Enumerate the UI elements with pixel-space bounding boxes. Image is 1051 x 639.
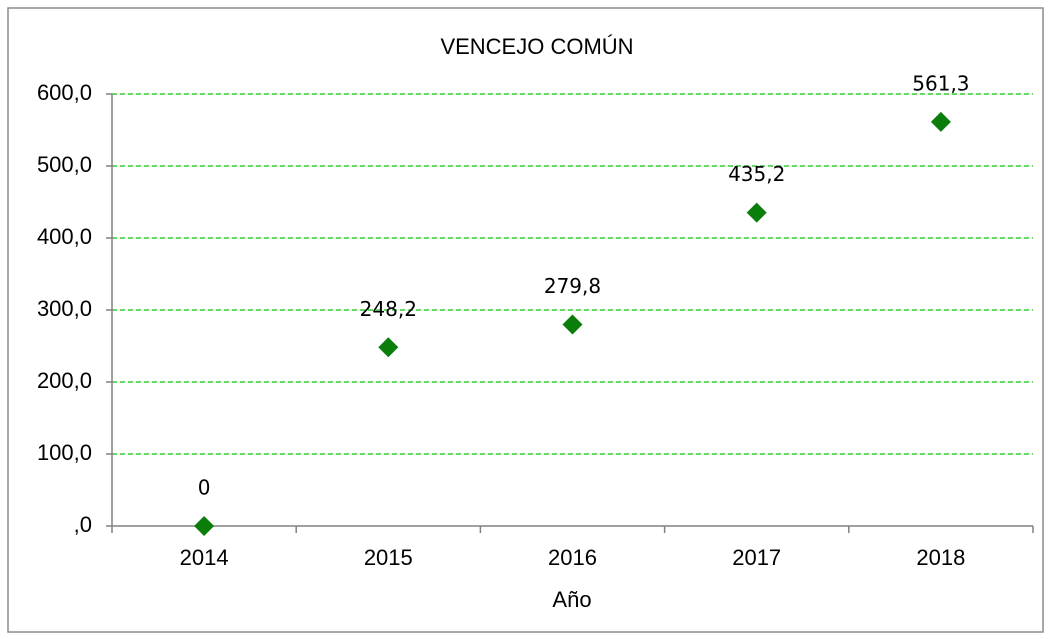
data-label: 435,2 <box>728 162 785 186</box>
marker <box>930 111 951 132</box>
y-tick-label: 200,0 <box>37 368 92 393</box>
x-tick-label: 2015 <box>364 545 413 570</box>
data-label: 561,3 <box>912 71 969 95</box>
x-axis-label: Año <box>552 587 591 612</box>
x-tick-label: 2016 <box>548 545 597 570</box>
marker <box>194 516 215 536</box>
data-label: 248,2 <box>360 297 417 321</box>
x-tick-label: 2014 <box>180 545 229 570</box>
data-label: 279,8 <box>544 274 601 298</box>
y-tick-label: 100,0 <box>37 440 92 465</box>
chart-title: VENCEJO COMÚN <box>440 34 633 59</box>
y-tick-label: 400,0 <box>37 224 92 249</box>
y-tick-label: 300,0 <box>37 296 92 321</box>
x-tick-label: 2018 <box>916 545 965 570</box>
y-tick-label: ,0 <box>74 512 92 537</box>
y-tick-label: 500,0 <box>37 152 92 177</box>
data-label: 0 <box>198 476 211 500</box>
marker <box>746 202 767 223</box>
chart-frame <box>7 7 1044 633</box>
x-tick-label: 2017 <box>732 545 781 570</box>
y-tick-label: 600,0 <box>37 80 92 105</box>
marker <box>378 337 399 358</box>
marker <box>562 314 583 335</box>
